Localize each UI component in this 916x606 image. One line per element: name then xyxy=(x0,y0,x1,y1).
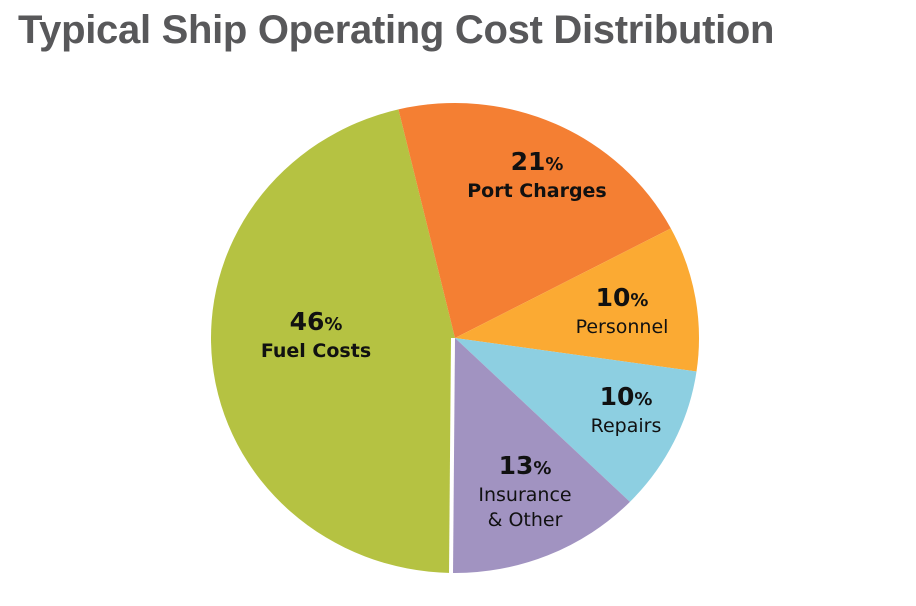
pie-slice-port-charges xyxy=(398,102,671,338)
data-label-name-repairs: Repairs xyxy=(591,415,662,437)
data-label-name-port-charges: Port Charges xyxy=(467,180,607,202)
pie-slice-personnel xyxy=(455,228,699,372)
slice-separator xyxy=(449,337,455,576)
data-label-name-fuel-costs: Fuel Costs xyxy=(261,340,371,362)
data-label-name-insurance-other: & Other xyxy=(488,509,563,531)
pie-slice-fuel-costs xyxy=(210,109,455,573)
pie-slice-insurance-other xyxy=(450,338,630,573)
data-label-value-personnel: 10% xyxy=(596,283,649,312)
data-label-value-port-charges: 21% xyxy=(511,147,564,176)
data-label-value-fuel-costs: 46% xyxy=(290,307,343,336)
data-label-name-personnel: Personnel xyxy=(576,316,669,338)
data-label-value-repairs: 10% xyxy=(600,382,653,411)
pie-slice-repairs xyxy=(455,338,697,502)
chart-title: Typical Ship Operating Cost Distribution xyxy=(18,8,775,52)
data-label-value-insurance-other: 13% xyxy=(499,451,552,480)
data-label-name-insurance-other: Insurance xyxy=(478,484,571,506)
